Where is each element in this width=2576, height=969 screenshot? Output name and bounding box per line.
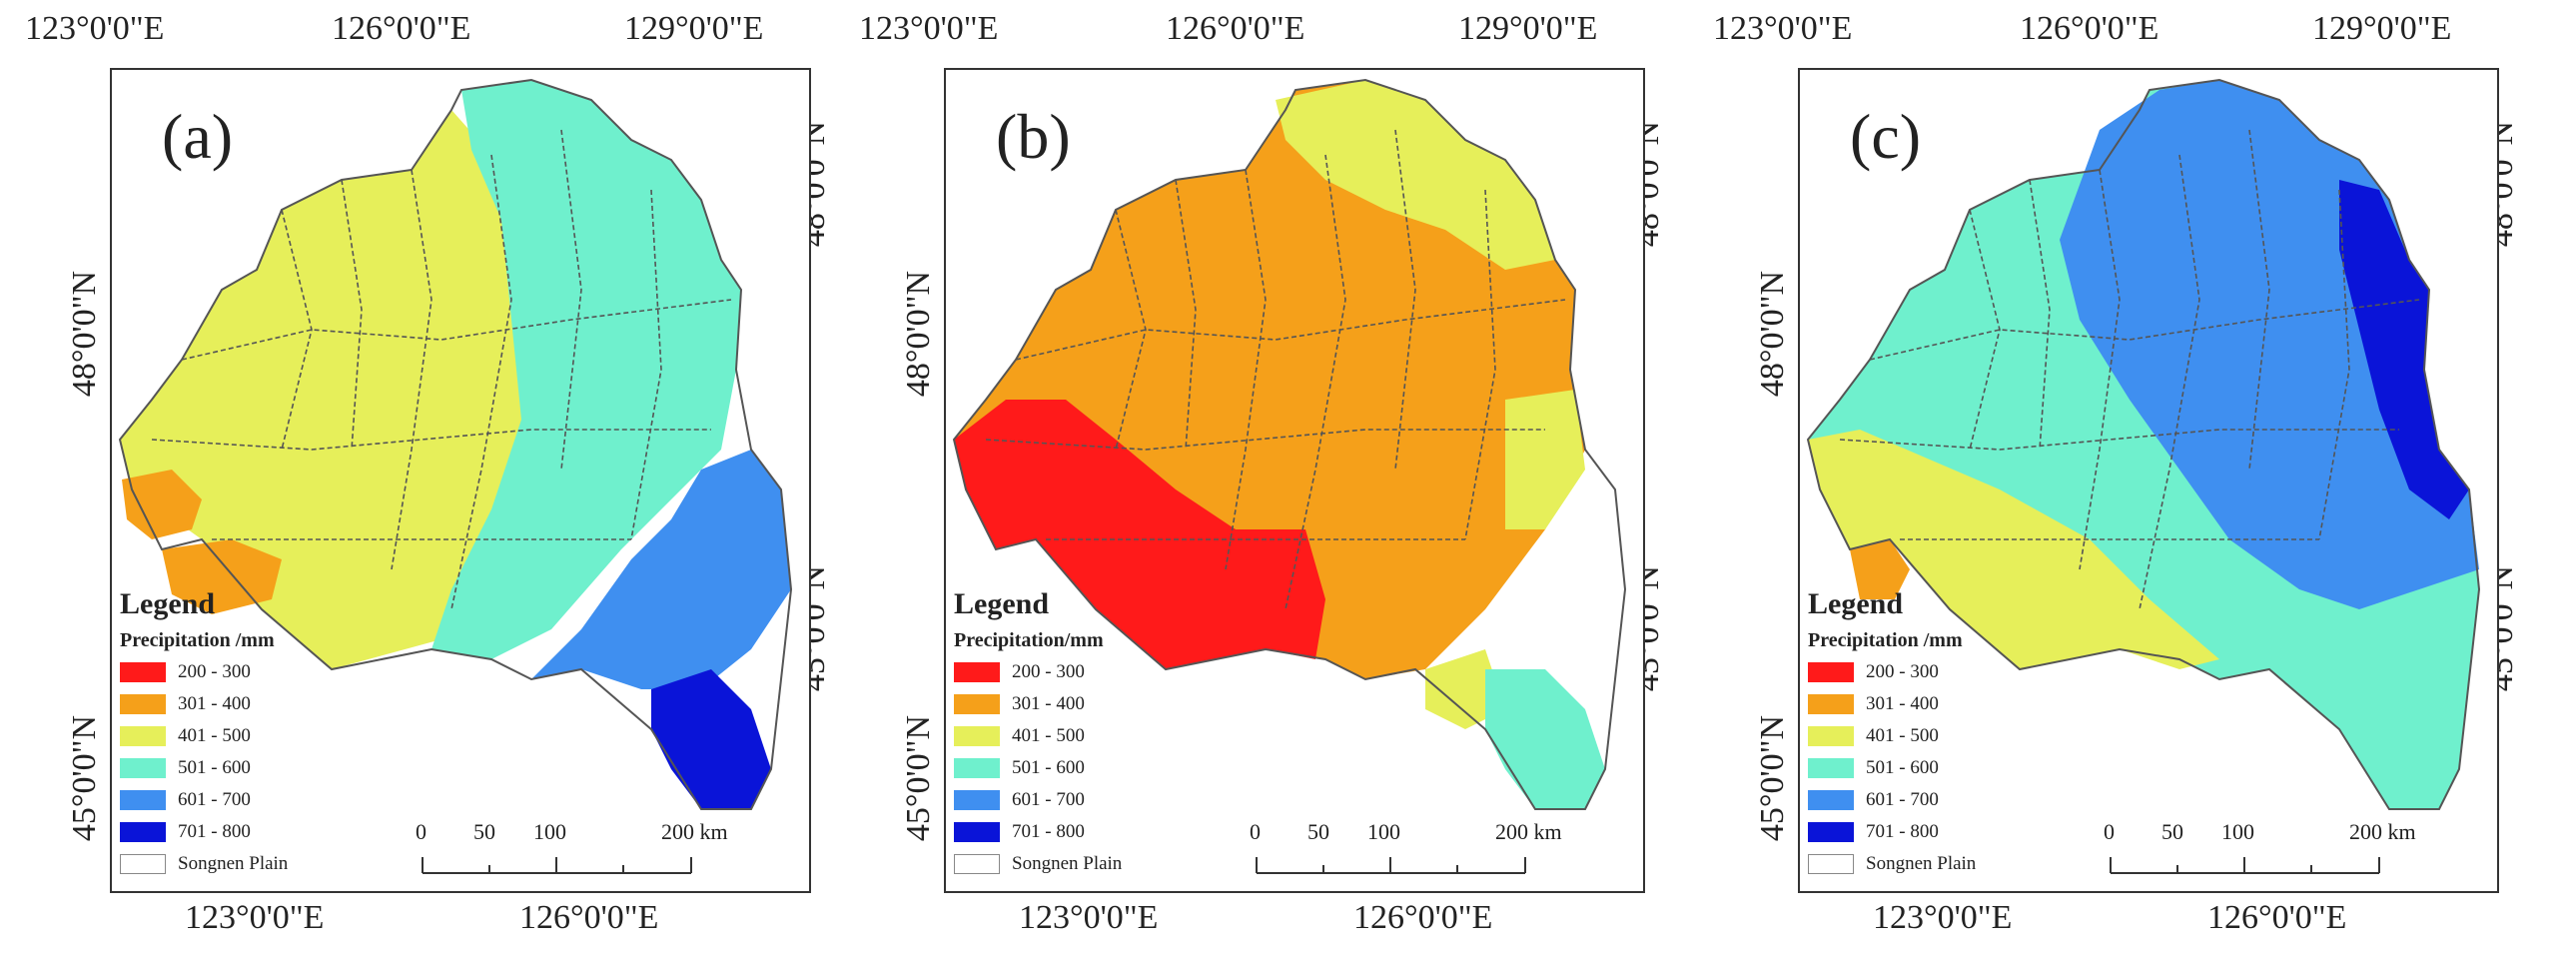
legend-item: Songnen Plain	[1808, 853, 1976, 875]
panel-a: 123°0'0"E 126°0'0"E 129°0'0"E 48°0'0"N 4…	[0, 0, 849, 969]
top-tick-1: 123°0'0"E	[859, 10, 999, 47]
legend-item: 501 - 600	[120, 757, 251, 779]
map-frame: (c) Legend Precipitation /mm 200 - 300 3…	[1798, 68, 2499, 893]
legend-title: Legend	[1808, 587, 1904, 620]
legend-subtitle: Precipitation/mm	[954, 629, 1104, 651]
panel-b: 123°0'0"E 126°0'0"E 129°0'0"E 48°0'0"N 4…	[834, 0, 1683, 969]
legend-item: 200 - 300	[1808, 661, 1939, 683]
legend-item: 701 - 800	[120, 821, 251, 843]
bottom-tick-2: 126°0'0"E	[2207, 899, 2347, 936]
top-tick-3: 129°0'0"E	[2312, 10, 2452, 47]
bottom-tick-1: 123°0'0"E	[1873, 899, 2013, 936]
left-tick-1: 48°0'0"N	[66, 270, 104, 398]
legend-subtitle: Precipitation /mm	[120, 629, 275, 651]
bottom-tick-2: 126°0'0"E	[1353, 899, 1493, 936]
legend-item: 401 - 500	[954, 725, 1085, 747]
bottom-tick-1: 123°0'0"E	[1019, 899, 1159, 936]
legend-title: Legend	[120, 587, 216, 620]
left-tick-2: 45°0'0"N	[66, 714, 104, 842]
legend-item: 501 - 600	[1808, 757, 1939, 779]
legend-item: 200 - 300	[954, 661, 1085, 683]
top-tick-2: 126°0'0"E	[1166, 10, 1305, 47]
panel-label: (a)	[162, 101, 234, 172]
scale-bar: 0 50 100 200 km	[416, 819, 728, 874]
legend-item: 601 - 700	[1808, 789, 1939, 811]
legend-item: 501 - 600	[954, 757, 1085, 779]
legend-item: 401 - 500	[1808, 725, 1939, 747]
top-tick-2: 126°0'0"E	[2020, 10, 2159, 47]
map-frame: (b) Legend Precipitation/mm 200 - 300 30…	[944, 68, 1645, 893]
legend-item: Songnen Plain	[954, 853, 1122, 875]
legend-item: 601 - 700	[120, 789, 251, 811]
legend-item: Songnen Plain	[120, 853, 288, 875]
top-tick-3: 129°0'0"E	[1458, 10, 1598, 47]
top-tick-2: 126°0'0"E	[332, 10, 471, 47]
precipitation-map-a	[118, 78, 793, 810]
legend-item: 401 - 500	[120, 725, 251, 747]
panel-label: (b)	[996, 101, 1071, 172]
legend-title: Legend	[954, 587, 1050, 620]
legend-item: 701 - 800	[954, 821, 1085, 843]
map-frame: (a) Legend Precipitation /mm 200 - 300 3…	[110, 68, 811, 893]
precipitation-map-c	[1806, 78, 2481, 810]
panel-label: (c)	[1850, 101, 1922, 172]
legend-item: 301 - 400	[954, 693, 1085, 715]
left-tick-1: 48°0'0"N	[1754, 270, 1792, 398]
scale-bar: 0 50 100 200 km	[1250, 819, 1562, 874]
top-tick-1: 123°0'0"E	[1713, 10, 1853, 47]
bottom-tick-2: 126°0'0"E	[519, 899, 659, 936]
legend-subtitle: Precipitation /mm	[1808, 629, 1963, 651]
legend-item: 701 - 800	[1808, 821, 1939, 843]
legend-item: 301 - 400	[1808, 693, 1939, 715]
legend-item: 601 - 700	[954, 789, 1085, 811]
bottom-tick-1: 123°0'0"E	[185, 899, 325, 936]
precipitation-map-b	[952, 78, 1627, 810]
scale-bar: 0 50 100 200 km	[2104, 819, 2416, 874]
panel-c: 123°0'0"E 126°0'0"E 129°0'0"E 48°0'0"N 4…	[1688, 0, 2537, 969]
top-tick-1: 123°0'0"E	[25, 10, 165, 47]
legend-item: 301 - 400	[120, 693, 251, 715]
left-tick-2: 45°0'0"N	[1754, 714, 1792, 842]
top-tick-3: 129°0'0"E	[624, 10, 764, 47]
legend-item: 200 - 300	[120, 661, 251, 683]
left-tick-1: 48°0'0"N	[900, 270, 938, 398]
left-tick-2: 45°0'0"N	[900, 714, 938, 842]
